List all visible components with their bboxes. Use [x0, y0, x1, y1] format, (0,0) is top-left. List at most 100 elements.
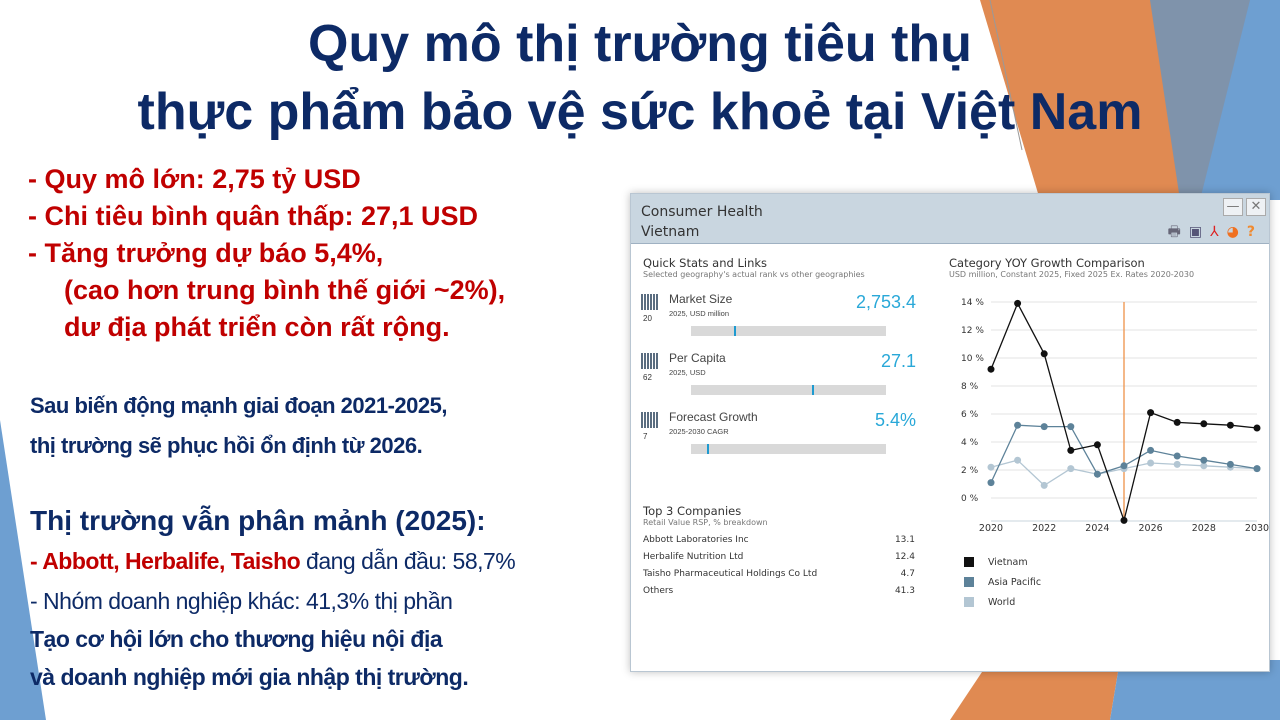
- panel-title: Consumer Health: [641, 204, 763, 220]
- bg-shape-blue-left: [0, 420, 46, 720]
- quick-stats-section: Quick Stats and Links Selected geography…: [643, 256, 865, 279]
- data-point[interactable]: [987, 463, 995, 471]
- rank-bar: [691, 385, 886, 395]
- legend-label: World: [988, 596, 1016, 608]
- quick-stats-subtitle: Selected geography's actual rank vs othe…: [643, 270, 865, 279]
- data-point[interactable]: [1253, 424, 1261, 432]
- stat-unit: 2025, USD million: [669, 309, 730, 318]
- help-icon[interactable]: ?: [1246, 224, 1255, 240]
- data-point[interactable]: [1093, 441, 1101, 449]
- data-point[interactable]: [1147, 459, 1155, 467]
- legend-item[interactable]: Asia Pacific: [964, 572, 1041, 592]
- stat-unit: 2025-2030 CAGR: [669, 427, 729, 436]
- top-companies-title: Top 3 Companies: [643, 504, 742, 518]
- y-tick-label: 14 %: [961, 298, 984, 308]
- bg-shape-blue: [1200, 0, 1280, 200]
- print-icon[interactable]: 🖶: [1167, 224, 1181, 240]
- bg-shape-orange-bottom: [950, 660, 1120, 720]
- y-tick-label: 10 %: [961, 354, 984, 364]
- leaders-names: - Abbott, Herbalife, Taisho: [30, 548, 301, 574]
- y-tick-label: 4 %: [961, 438, 979, 448]
- legend-label: Asia Pacific: [988, 576, 1042, 588]
- stat-forecast-growth[interactable]: 7 Forecast Growth 2025-2030 CAGR 5.4%: [641, 410, 916, 462]
- data-point[interactable]: [1173, 418, 1181, 426]
- company-row: Abbott Laboratories Inc 13.1: [643, 535, 915, 552]
- data-point[interactable]: [1253, 465, 1261, 473]
- y-tick-label: 8 %: [961, 382, 979, 392]
- x-tick-label: 2024: [1085, 523, 1109, 534]
- stat-rank: 62: [643, 373, 652, 382]
- company-name: Others: [643, 586, 674, 596]
- x-tick-label: 2028: [1192, 523, 1216, 534]
- stat-unit: 2025, USD: [669, 368, 706, 377]
- legend-item[interactable]: Vietnam: [964, 552, 1041, 572]
- leaders-line: - Abbott, Herbalife, Taisho đang dẫn đầu…: [30, 548, 516, 575]
- leaders-share: đang dẫn đầu: 58,7%: [300, 548, 516, 574]
- data-point[interactable]: [1120, 462, 1128, 470]
- stat-name: Per Capita: [669, 351, 726, 365]
- data-point[interactable]: [1120, 516, 1128, 524]
- data-point[interactable]: [1093, 470, 1101, 478]
- data-point[interactable]: [987, 365, 995, 373]
- stat-per-capita[interactable]: 62 Per Capita 2025, USD 27.1: [641, 351, 916, 403]
- image-icon[interactable]: ▣: [1188, 224, 1203, 240]
- bullet-market-size: - Quy mô lớn: 2,75 tỷ USD: [28, 164, 361, 194]
- stat-value: 2,753.4: [855, 292, 916, 312]
- data-point[interactable]: [1200, 462, 1208, 470]
- bg-shape-blue-bottom: [1110, 660, 1280, 720]
- opportunity-line1: Tạo cơ hội lớn cho thương hiệu nội địa: [30, 626, 443, 652]
- company-name: Abbott Laboratories Inc: [643, 535, 749, 545]
- bullet-growth-detail: (cao hơn trung bình thế giới ~2%),: [64, 275, 506, 305]
- recovery-line1: Sau biến động mạnh giai đoạn 2021-2025,: [30, 393, 447, 418]
- others-line: - Nhóm doanh nghiệp khác: 41,3% thị phần: [30, 588, 453, 614]
- company-share: 41.3: [894, 586, 915, 596]
- y-tick-label: 2 %: [961, 466, 979, 476]
- data-point[interactable]: [1200, 456, 1208, 464]
- rank-grid-icon: [641, 353, 659, 369]
- legend-swatch: [964, 577, 974, 587]
- data-point[interactable]: [1067, 446, 1075, 454]
- pdf-icon[interactable]: ⅄: [1210, 224, 1219, 240]
- data-point[interactable]: [1173, 460, 1181, 468]
- stat-value: 27.1: [880, 351, 916, 371]
- data-point[interactable]: [1014, 299, 1022, 307]
- stat-rank: 20: [643, 314, 652, 323]
- data-point[interactable]: [1040, 481, 1048, 489]
- legend-item[interactable]: World: [964, 592, 1041, 612]
- fragment-heading: Thị trường vẫn phân mảnh (2025):: [30, 505, 486, 536]
- chart-icon[interactable]: ◕: [1226, 224, 1239, 240]
- data-point[interactable]: [1067, 423, 1075, 431]
- company-row: Herbalife Nutrition Ltd 12.4: [643, 552, 915, 569]
- data-point[interactable]: [1040, 350, 1048, 358]
- y-tick-label: 6 %: [961, 410, 979, 420]
- stat-name: Market Size: [669, 292, 733, 306]
- data-point[interactable]: [987, 479, 995, 487]
- top-companies-section: Top 3 Companies Retail Value RSP, % brea…: [643, 504, 915, 603]
- data-point[interactable]: [1200, 420, 1208, 428]
- stat-rank: 7: [643, 432, 648, 441]
- rank-marker: [706, 444, 709, 454]
- x-tick-label: 2020: [979, 523, 1003, 534]
- panel-header: Consumer Health Vietnam — ✕ 🖶 ▣ ⅄ ◕ ?: [631, 194, 1269, 244]
- company-share: 13.1: [894, 535, 915, 545]
- data-point[interactable]: [1147, 409, 1155, 417]
- legend-label: Vietnam: [988, 556, 1028, 568]
- chart-subtitle: USD million, Constant 2025, Fixed 2025 E…: [949, 270, 1195, 279]
- minimize-button[interactable]: —: [1223, 198, 1243, 216]
- bullet-growth-room: dư địa phát triển còn rất rộng.: [64, 312, 450, 342]
- data-point[interactable]: [1226, 460, 1234, 468]
- data-point[interactable]: [1067, 465, 1075, 473]
- data-point[interactable]: [1014, 421, 1022, 429]
- y-tick-label: 12 %: [961, 326, 984, 336]
- legend-swatch: [964, 597, 974, 607]
- close-button[interactable]: ✕: [1246, 198, 1266, 216]
- stat-market-size[interactable]: 20 Market Size 2025, USD million 2,753.4: [641, 292, 916, 344]
- data-point[interactable]: [1014, 456, 1022, 464]
- slide-title-line1: Quy mô thị trường tiêu thụ: [308, 15, 972, 73]
- data-point[interactable]: [1226, 421, 1234, 429]
- chart-title: Category YOY Growth Comparison: [949, 256, 1145, 270]
- data-point[interactable]: [1173, 452, 1181, 460]
- data-point[interactable]: [1040, 423, 1048, 431]
- data-point[interactable]: [1147, 446, 1155, 454]
